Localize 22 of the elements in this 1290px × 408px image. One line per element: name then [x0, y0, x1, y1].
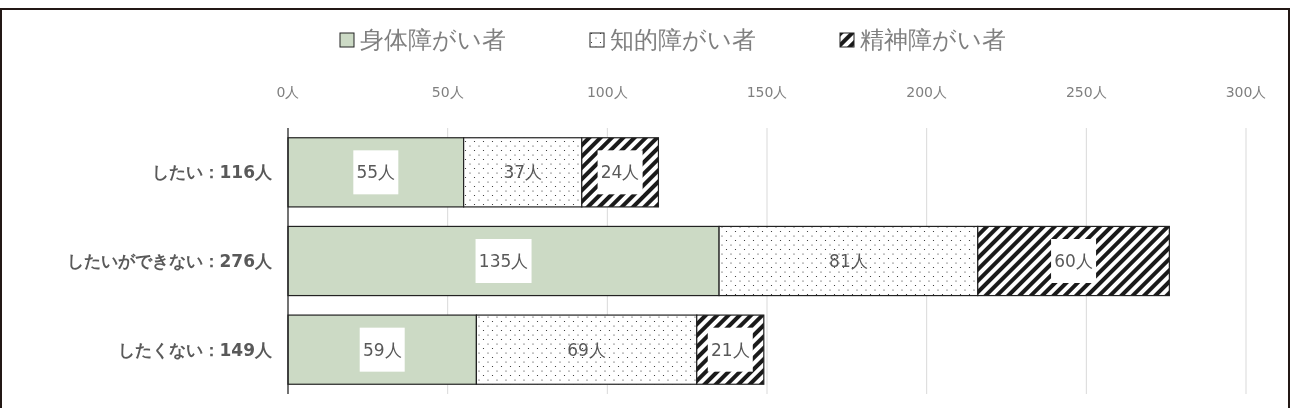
y-tick-label: したい：116人: [151, 162, 273, 183]
data-label: 55人: [356, 162, 396, 183]
x-tick-label: 250人: [1065, 84, 1107, 100]
data-label: 60人: [1054, 251, 1093, 271]
data-label: 81人: [829, 251, 868, 271]
x-tick-label: 300人: [1225, 84, 1267, 100]
data-label: 37人: [503, 162, 543, 183]
x-tick-label: 0人: [276, 84, 300, 100]
data-label: 24人: [600, 162, 640, 183]
x-tick-label: 150人: [746, 84, 788, 100]
data-label: 21人: [710, 339, 750, 360]
x-tick-label: 200人: [906, 84, 948, 100]
legend-label: 精神障がい者: [860, 26, 1006, 54]
x-tick-label: 100人: [586, 84, 628, 100]
legend-label: 身体障がい者: [360, 26, 506, 54]
x-tick-label: 50人: [431, 84, 464, 100]
data-label: 69人: [567, 339, 606, 360]
data-label: 135人: [478, 251, 529, 271]
legend-label: 知的障がい者: [610, 26, 756, 54]
data-label: 59人: [362, 339, 402, 360]
y-tick-label: したいができない：276人: [66, 251, 273, 271]
y-tick-label: したくない：149人: [117, 339, 273, 360]
